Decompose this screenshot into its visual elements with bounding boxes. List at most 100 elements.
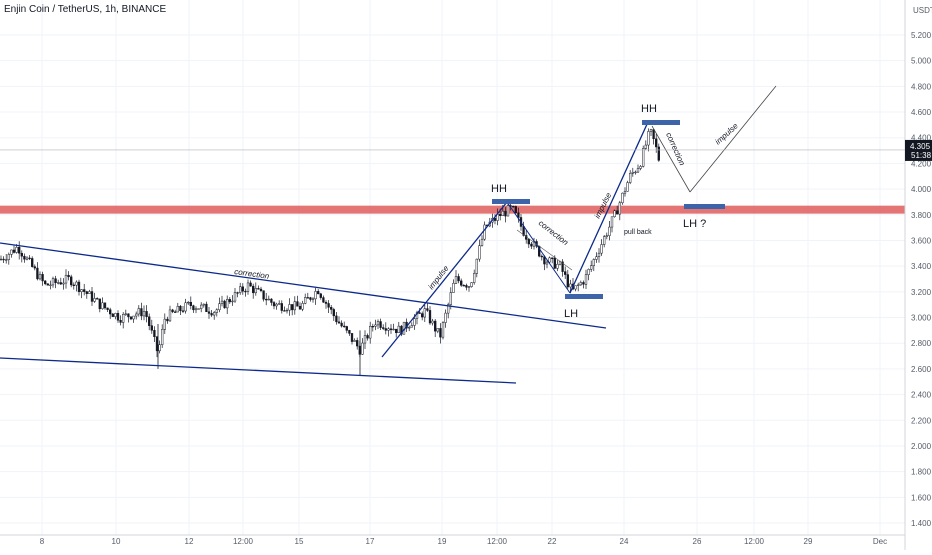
price-tick-label: 1.400 <box>911 519 932 528</box>
candle-body <box>634 171 637 174</box>
price-axis[interactable]: USDT 5.200 5.000 4.800 4.600 4.400 4.200 4.000 3… <box>904 0 932 550</box>
lh-marker-1 <box>565 294 603 299</box>
candle-body <box>577 284 580 286</box>
candle-body <box>280 303 283 311</box>
candle-body <box>124 313 127 315</box>
candle-body <box>545 261 549 265</box>
candle-body <box>275 303 278 307</box>
candle-body <box>54 278 57 283</box>
price-tick-label: 2.200 <box>911 416 932 425</box>
candle-body <box>610 216 614 228</box>
candle-body <box>7 254 10 260</box>
candle-body <box>600 244 603 254</box>
price-tick-label: 4.800 <box>911 82 932 91</box>
price-tick-label: 1.600 <box>911 493 932 502</box>
candle-body <box>327 303 330 308</box>
candle-body <box>85 291 88 294</box>
candle-body <box>41 274 44 282</box>
candle-body <box>220 300 224 304</box>
candle-body <box>207 311 211 314</box>
candle-body <box>176 305 179 313</box>
candle-body <box>345 326 348 331</box>
price-tick-label: 4.200 <box>911 159 932 168</box>
candle-body <box>184 302 187 312</box>
price-tick-label: 5.000 <box>911 57 932 66</box>
candle-body <box>623 191 627 194</box>
candle-body <box>278 303 281 305</box>
candle-body <box>340 322 343 327</box>
candle-body <box>353 340 356 342</box>
candle-body <box>28 257 31 260</box>
candle-body <box>452 282 455 293</box>
time-axis[interactable]: 8 10 12 12:00 15 17 19 12:00 22 24 26 12:00 29 Dec <box>0 534 905 546</box>
candle-body <box>639 166 642 169</box>
candle-body <box>213 312 216 316</box>
candle-body <box>171 309 174 313</box>
candle-body <box>254 288 257 294</box>
candle-body <box>2 258 5 261</box>
symbol-title: Enjin Coin / TetherUS, 1h, BINANCE <box>4 4 167 15</box>
candle-body <box>441 322 445 338</box>
candle-body <box>57 282 60 284</box>
candle-body <box>163 318 166 330</box>
candle-body <box>473 273 476 283</box>
time-tick-label: 10 <box>112 537 121 546</box>
candle-body <box>210 313 213 316</box>
candle-body <box>465 285 468 288</box>
zone-layer <box>0 205 905 214</box>
candle-body <box>569 283 572 288</box>
candle-body <box>478 245 481 260</box>
candle-body <box>366 335 369 339</box>
candle-body <box>504 210 507 217</box>
annotation-hh-1: HH <box>491 183 507 195</box>
candle-body <box>548 257 551 263</box>
candle-body <box>553 257 556 269</box>
time-tick-label: 29 <box>804 537 813 546</box>
candle-body <box>389 328 393 331</box>
candle-body <box>116 313 120 321</box>
candle-body <box>67 274 70 278</box>
annotation-impulse-3: impulse <box>713 121 740 147</box>
price-tick-label: 2.800 <box>911 339 932 348</box>
candle-body <box>655 138 658 148</box>
candle-body <box>226 299 229 309</box>
impulse-line-1 <box>381 201 508 358</box>
candle-body <box>647 131 650 146</box>
candle-body <box>493 218 497 221</box>
candle-body <box>423 308 426 318</box>
price-tick-label: 3.800 <box>911 211 932 220</box>
candle-body <box>460 280 463 286</box>
candle-body <box>397 325 400 334</box>
candle-body <box>613 210 616 218</box>
candle-body <box>301 303 304 310</box>
candle-body <box>527 239 530 245</box>
time-tick-label: 12 <box>185 537 194 546</box>
candle-body <box>101 302 104 310</box>
candle-body <box>298 306 302 310</box>
candle-body <box>657 146 660 161</box>
candle-body <box>200 304 203 309</box>
candle-body <box>517 212 520 218</box>
hh-marker-1 <box>492 199 530 204</box>
candle-body <box>434 320 437 332</box>
candle-body <box>122 314 125 323</box>
candle-body <box>70 276 73 286</box>
candle-body <box>574 285 577 290</box>
candle-body <box>304 297 307 304</box>
candle-body <box>410 325 413 328</box>
candle-body <box>374 324 377 327</box>
time-tick-label: 17 <box>366 537 375 546</box>
candle-body <box>80 289 83 293</box>
candle-body <box>109 309 112 315</box>
time-tick-label: Dec <box>873 537 887 546</box>
candle-body <box>174 311 177 313</box>
candle-body <box>642 148 645 167</box>
candle-body <box>561 261 564 272</box>
price-tick-label: 1.800 <box>911 468 932 477</box>
candle-body <box>499 214 502 216</box>
candle-body <box>194 308 198 311</box>
candle-body <box>285 309 289 312</box>
